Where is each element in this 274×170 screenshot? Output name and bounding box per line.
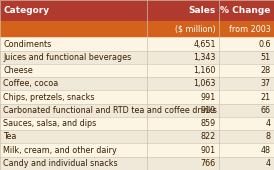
- Text: Cheese: Cheese: [3, 66, 33, 75]
- Bar: [219, 143, 274, 157]
- Text: 822: 822: [201, 132, 216, 141]
- Bar: [147, 143, 219, 157]
- Text: 48: 48: [261, 146, 271, 155]
- Text: % Change: % Change: [220, 6, 271, 15]
- Bar: [147, 157, 219, 170]
- Bar: [219, 77, 274, 90]
- Text: 4: 4: [266, 119, 271, 128]
- Text: from 2003: from 2003: [229, 25, 271, 34]
- Bar: [219, 117, 274, 130]
- Text: 21: 21: [261, 93, 271, 101]
- Text: Condiments: Condiments: [3, 40, 52, 48]
- Bar: [0, 143, 147, 157]
- Bar: [0, 51, 147, 64]
- Text: 1,343: 1,343: [193, 53, 216, 62]
- Text: Sales: Sales: [189, 6, 216, 15]
- Text: 37: 37: [261, 79, 271, 88]
- Text: 66: 66: [261, 106, 271, 115]
- Bar: [219, 0, 274, 21]
- Bar: [219, 157, 274, 170]
- Bar: [147, 64, 219, 77]
- Text: 859: 859: [201, 119, 216, 128]
- Text: Coffee, cocoa: Coffee, cocoa: [3, 79, 59, 88]
- Text: 4: 4: [266, 159, 271, 168]
- Bar: [219, 64, 274, 77]
- Text: 8: 8: [266, 132, 271, 141]
- Bar: [219, 104, 274, 117]
- Bar: [147, 104, 219, 117]
- Text: 901: 901: [201, 146, 216, 155]
- Text: 1,160: 1,160: [193, 66, 216, 75]
- Text: 4,651: 4,651: [193, 40, 216, 48]
- Bar: [219, 90, 274, 104]
- Bar: [147, 117, 219, 130]
- Text: Juices and functional beverages: Juices and functional beverages: [3, 53, 132, 62]
- Bar: [0, 117, 147, 130]
- Bar: [0, 90, 147, 104]
- Bar: [0, 0, 147, 21]
- Text: 0.6: 0.6: [258, 40, 271, 48]
- Text: 1,063: 1,063: [193, 79, 216, 88]
- Text: Candy and individual snacks: Candy and individual snacks: [3, 159, 118, 168]
- Text: Chips, pretzels, snacks: Chips, pretzels, snacks: [3, 93, 95, 101]
- Text: ($ million): ($ million): [175, 25, 216, 34]
- Bar: [147, 51, 219, 64]
- Bar: [0, 77, 147, 90]
- Text: 51: 51: [261, 53, 271, 62]
- Bar: [0, 37, 147, 51]
- Bar: [0, 21, 147, 37]
- Text: 766: 766: [201, 159, 216, 168]
- Bar: [147, 90, 219, 104]
- Bar: [0, 130, 147, 143]
- Bar: [0, 64, 147, 77]
- Bar: [0, 157, 147, 170]
- Bar: [219, 37, 274, 51]
- Text: 28: 28: [261, 66, 271, 75]
- Bar: [0, 104, 147, 117]
- Bar: [147, 37, 219, 51]
- Text: 991: 991: [201, 93, 216, 101]
- Text: Tea: Tea: [3, 132, 17, 141]
- Text: 919: 919: [201, 106, 216, 115]
- Text: Carbonated functional and RTD tea and coffee drinks: Carbonated functional and RTD tea and co…: [3, 106, 217, 115]
- Bar: [147, 77, 219, 90]
- Bar: [147, 130, 219, 143]
- Bar: [147, 0, 219, 21]
- Bar: [219, 130, 274, 143]
- Bar: [219, 21, 274, 37]
- Bar: [219, 51, 274, 64]
- Bar: [147, 21, 219, 37]
- Text: Category: Category: [3, 6, 49, 15]
- Text: Milk, cream, and other dairy: Milk, cream, and other dairy: [3, 146, 117, 155]
- Text: Sauces, salsa, and dips: Sauces, salsa, and dips: [3, 119, 96, 128]
